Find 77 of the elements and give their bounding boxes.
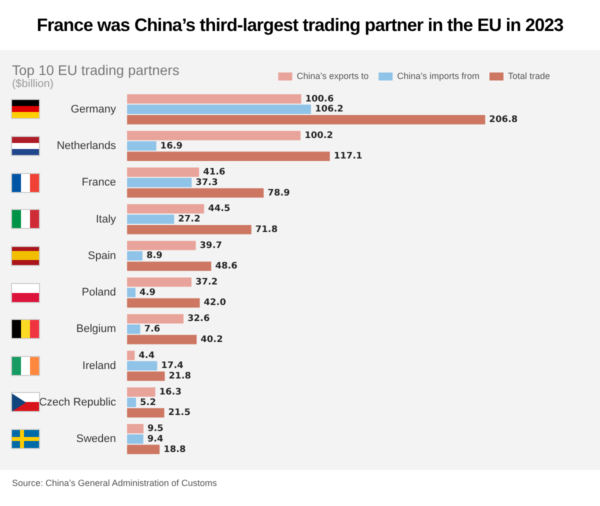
bar: [127, 188, 264, 198]
bar: [127, 251, 142, 261]
bar: [127, 104, 311, 114]
data-label: 7.6: [144, 324, 160, 335]
data-label: 4.4: [138, 350, 155, 361]
bar: [127, 408, 164, 418]
bar: [127, 444, 160, 454]
bar: [127, 324, 140, 334]
bar: [127, 262, 212, 271]
chart-subtitle: Top 10 EU trading partners: [12, 62, 180, 78]
data-label: 39.7: [200, 240, 222, 251]
data-label: 16.3: [159, 387, 182, 398]
y-tick-label: Czech Republic: [38, 396, 117, 408]
y-tick-label: Germany: [70, 103, 117, 116]
data-label: 206.8: [489, 115, 518, 126]
bar: [127, 168, 200, 177]
data-label: 37.3: [196, 178, 218, 188]
bar: [127, 434, 144, 444]
data-label: 21.5: [168, 408, 190, 418]
y-tick-label: Spain: [88, 250, 116, 262]
data-label: 40.2: [200, 334, 223, 345]
data-label: 100.2: [304, 130, 334, 141]
data-label: 5.2: [140, 398, 156, 408]
data-label: 37.2: [195, 277, 218, 288]
x-axis-title: ($billion): [12, 78, 55, 90]
data-label: 78.9: [268, 188, 290, 198]
bar: [127, 361, 158, 370]
y-tick-label: Netherlands: [56, 140, 117, 152]
y-tick-label: Ireland: [82, 360, 116, 372]
bar: [127, 288, 136, 298]
legend-label: Total trade: [508, 70, 550, 81]
bar: [127, 298, 200, 308]
data-label: 4.9: [140, 288, 156, 298]
y-tick-label: Poland: [82, 286, 116, 299]
bar: [127, 372, 165, 381]
bar: [127, 398, 136, 408]
bar: [127, 277, 192, 287]
y-tick-label: Italy: [96, 213, 117, 226]
bar: [127, 152, 330, 162]
legend-label: China’s exports to: [296, 70, 369, 81]
bar: [127, 94, 302, 104]
legend-label: China’s imports from: [397, 70, 480, 81]
y-tick-label: France: [82, 176, 116, 189]
data-label: 9.5: [147, 424, 164, 434]
bar: [127, 240, 196, 250]
data-label: 100.6: [305, 94, 334, 104]
data-label: 117.1: [334, 152, 362, 162]
y-tick-label: Belgium: [76, 323, 116, 336]
data-label: 41.6: [203, 168, 226, 178]
bar: [127, 387, 156, 397]
bar: [127, 314, 184, 324]
data-label: 8.9: [146, 251, 162, 262]
chart-title: France was China’s third-largest trading partner in the EU in 2023: [36, 14, 564, 37]
data-label: 106.2: [314, 104, 344, 115]
data-label: 27.2: [178, 214, 200, 225]
data-label: 9.4: [147, 434, 164, 444]
bar: [127, 350, 135, 360]
bar: [127, 334, 197, 344]
source-note: Source: China’s General Administration of Customs: [12, 478, 217, 488]
bar: [127, 204, 204, 214]
bar: [127, 214, 174, 224]
data-label: 17.4: [161, 361, 184, 372]
data-label: 42.0: [204, 298, 226, 308]
bar: [127, 115, 486, 124]
data-label: 48.6: [215, 262, 238, 272]
data-label: 21.8: [168, 372, 192, 382]
bar: [127, 224, 252, 234]
bar: [127, 424, 144, 434]
y-tick-label: Sweden: [76, 433, 116, 446]
bar: [127, 130, 301, 140]
data-label: 71.8: [255, 224, 278, 235]
data-label: 44.5: [208, 204, 230, 214]
bar: [127, 178, 192, 188]
data-label: 18.8: [164, 444, 186, 455]
bar: [127, 141, 156, 151]
data-label: 16.9: [160, 141, 183, 152]
data-label: 32.6: [187, 314, 210, 324]
